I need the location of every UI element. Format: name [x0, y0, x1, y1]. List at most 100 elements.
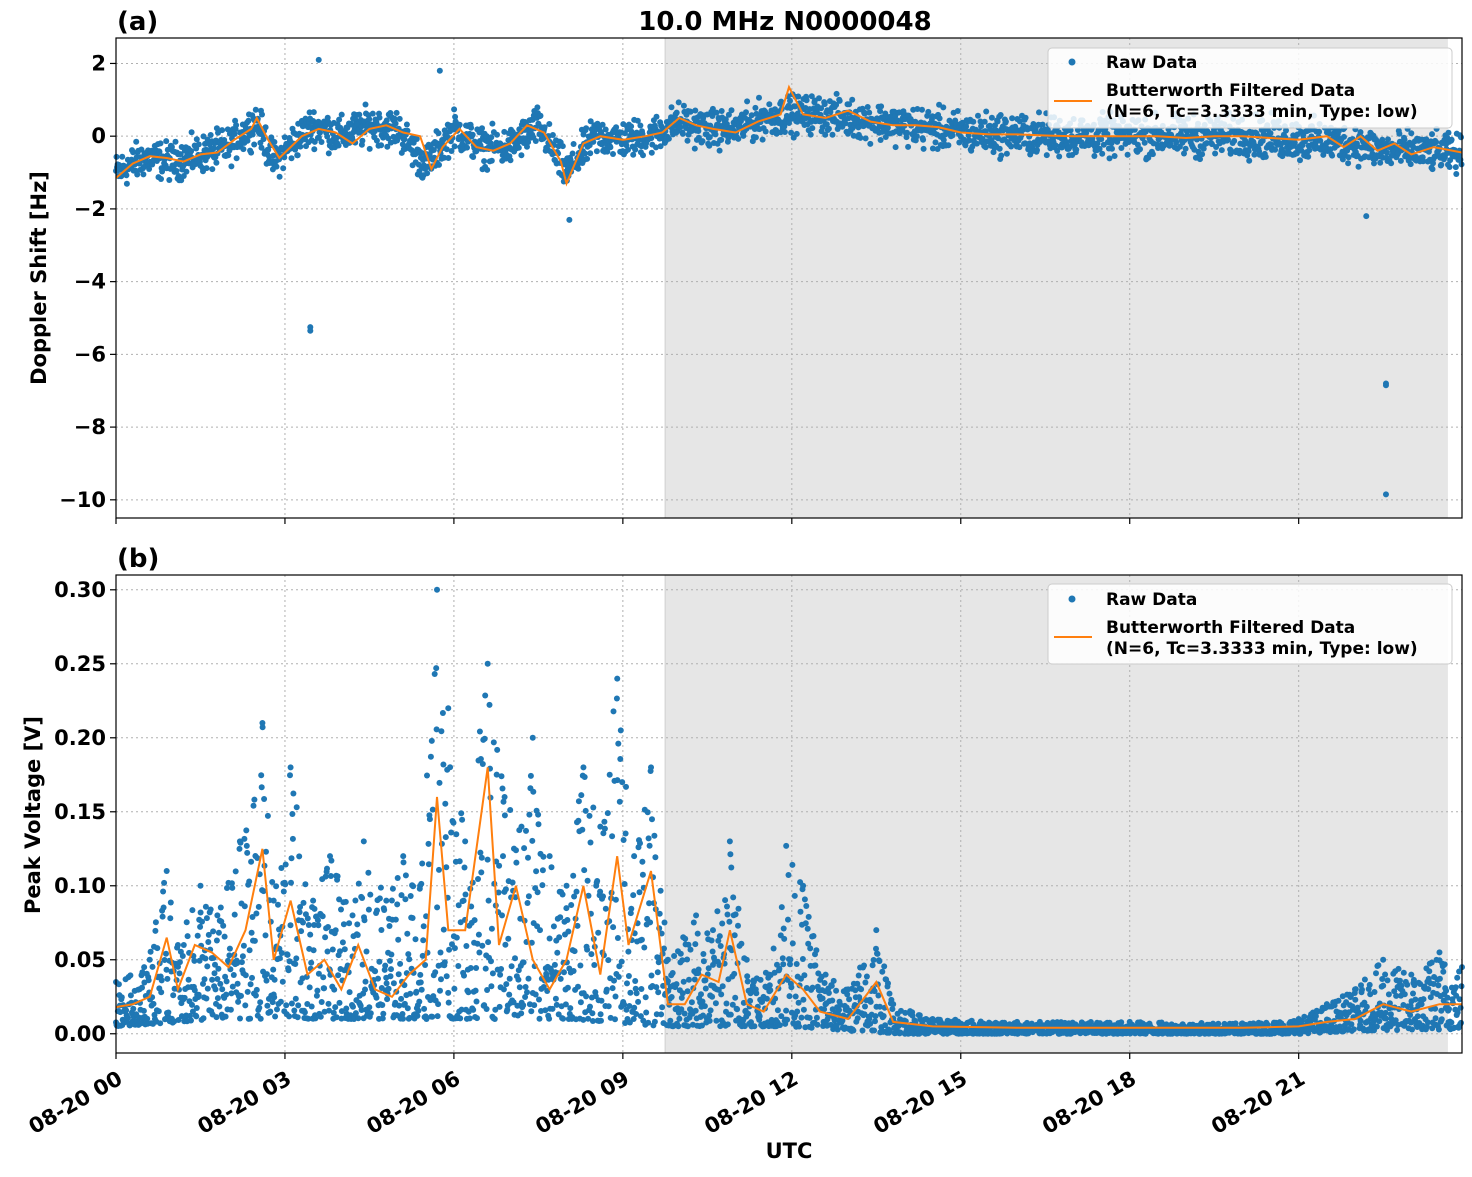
raw-point [582, 774, 588, 780]
raw-point [259, 112, 265, 118]
legend-a: Raw Data Butterworth Filtered Data (N=6,… [1048, 48, 1452, 128]
raw-point [390, 886, 396, 892]
raw-point [366, 907, 372, 913]
raw-point [521, 845, 527, 851]
raw-point [404, 122, 410, 128]
raw-point [194, 1005, 200, 1011]
raw-point [584, 947, 590, 953]
raw-point [709, 994, 715, 1000]
raw-point [521, 959, 527, 965]
legend-filtered-params-a: (N=6, Tc=3.3333 min, Type: low) [1106, 102, 1418, 122]
raw-point [807, 1015, 813, 1021]
raw-point [388, 973, 394, 979]
raw-point [356, 112, 362, 118]
raw-point [215, 995, 221, 1001]
raw-point [265, 813, 271, 819]
raw-point [537, 927, 543, 933]
raw-point [377, 115, 383, 121]
raw-point [380, 1011, 386, 1017]
raw-point [643, 1010, 649, 1016]
raw-point [264, 978, 270, 984]
raw-point [550, 132, 556, 138]
raw-point [451, 820, 457, 826]
raw-point [1246, 158, 1252, 164]
raw-point [404, 931, 410, 937]
raw-point [311, 947, 317, 953]
raw-point [342, 946, 348, 952]
raw-point [436, 130, 442, 136]
raw-point [204, 915, 210, 921]
raw-point [570, 151, 576, 157]
raw-point [191, 958, 197, 964]
ytick-label: −10 [59, 488, 106, 512]
raw-point [643, 994, 649, 1000]
raw-point [240, 953, 246, 959]
raw-point [290, 791, 296, 797]
raw-point [197, 924, 203, 930]
raw-point [185, 933, 191, 939]
raw-point [214, 938, 220, 944]
panel-label-b: (b) [117, 544, 159, 574]
raw-point [560, 1016, 566, 1022]
raw-point [482, 736, 488, 742]
ytick-label: 2 [91, 51, 106, 75]
raw-point [489, 158, 495, 164]
raw-point [728, 865, 734, 871]
raw-point [455, 963, 461, 969]
raw-point [1305, 154, 1311, 160]
raw-point [849, 97, 855, 103]
raw-point [800, 997, 806, 1003]
raw-point [501, 986, 507, 992]
raw-point [440, 762, 446, 768]
raw-point [350, 1004, 356, 1010]
raw-point [893, 144, 899, 150]
raw-point [438, 728, 444, 734]
raw-point [180, 953, 186, 959]
raw-point [133, 139, 139, 145]
raw-point [219, 986, 225, 992]
raw-point [575, 166, 581, 172]
raw-point [649, 150, 655, 156]
raw-point [494, 132, 500, 138]
raw-point [588, 951, 594, 957]
raw-point [366, 116, 372, 122]
raw-point [426, 841, 432, 847]
raw-point [525, 855, 531, 861]
raw-point [719, 108, 725, 114]
raw-point [692, 146, 698, 152]
raw-point [1408, 130, 1414, 136]
raw-point [517, 984, 523, 990]
raw-point [639, 859, 645, 865]
raw-point [708, 1007, 714, 1013]
raw-point [745, 979, 751, 985]
raw-point [615, 935, 621, 941]
raw-point [240, 146, 246, 152]
raw-point [198, 910, 204, 916]
raw-point [782, 129, 788, 135]
raw-point [347, 989, 353, 995]
raw-point [307, 932, 313, 938]
raw-point [744, 973, 750, 979]
raw-point [729, 107, 735, 113]
raw-point [204, 165, 210, 171]
raw-point [647, 843, 653, 849]
raw-point [587, 1004, 593, 1010]
raw-point [448, 830, 454, 836]
raw-point [788, 984, 794, 990]
raw-point [887, 991, 893, 997]
raw-point [248, 150, 254, 156]
raw-point [626, 973, 632, 979]
raw-point [583, 808, 589, 814]
raw-point [508, 157, 514, 163]
raw-point [238, 993, 244, 999]
raw-point [410, 883, 416, 889]
raw-point [506, 992, 512, 998]
raw-point [560, 892, 566, 898]
raw-point [780, 955, 786, 961]
raw-point [378, 885, 384, 891]
raw-point [509, 963, 515, 969]
raw-point [743, 109, 749, 115]
raw-point [416, 999, 422, 1005]
raw-point [320, 913, 326, 919]
